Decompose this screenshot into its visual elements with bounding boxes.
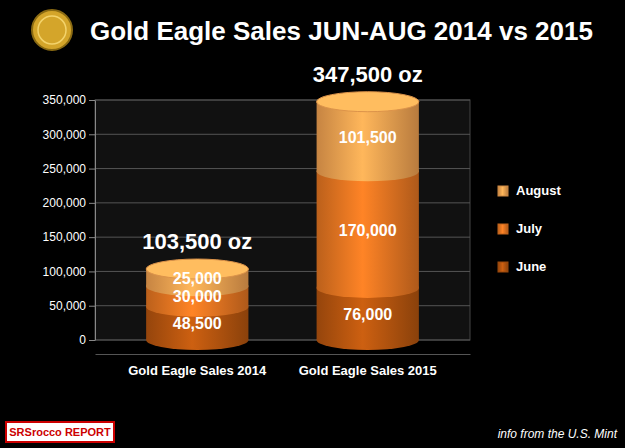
y-axis: 0 50,000 100,000 150,000 200,000 250,000 300,0… <box>43 93 96 347</box>
y-tick: 250,000 <box>43 162 95 176</box>
y-tick-mark <box>89 271 95 272</box>
data-label: 48,500 <box>173 315 222 332</box>
x-axis-line <box>96 354 471 355</box>
annotation: 103,500 oz <box>142 229 252 254</box>
y-tick-mark <box>89 100 95 101</box>
x-tick: Gold Eagle Sales 2014 <box>128 354 267 378</box>
y-tick-mark <box>89 306 95 307</box>
data-label: 76,000 <box>343 306 392 323</box>
y-tick-mark <box>89 340 95 341</box>
y-tick-mark <box>89 237 95 238</box>
y-tick-mark <box>89 134 95 135</box>
bar-segment <box>317 171 419 288</box>
annotation: 347,500 oz <box>313 62 423 87</box>
grid <box>95 100 470 340</box>
y-tick-label: 350,000 <box>43 93 87 107</box>
cylinder-top <box>317 92 419 112</box>
data-label: 101,500 <box>339 129 397 146</box>
y-tick-label: 250,000 <box>43 162 87 176</box>
coin-icon <box>32 10 72 50</box>
y-tick: 200,000 <box>43 196 95 210</box>
y-axis-line <box>95 101 96 341</box>
y-tick-label: 100,000 <box>43 265 87 279</box>
data-label: 25,000 <box>173 270 222 287</box>
logo-box <box>6 422 114 442</box>
y-tick-label: 200,000 <box>43 196 87 210</box>
x-tick-label: Gold Eagle Sales 2014 <box>128 363 267 378</box>
legend-swatch <box>498 262 508 272</box>
coin-ring <box>38 16 66 44</box>
y-tick: 300,000 <box>43 128 95 142</box>
background <box>0 0 625 448</box>
y-tick: 100,000 <box>43 265 95 279</box>
legend-label: August <box>516 183 561 198</box>
x-tick-label: Gold Eagle Sales 2015 <box>299 363 437 378</box>
y-tick: 0 <box>79 333 95 347</box>
data-label: 30,000 <box>173 288 222 305</box>
y-tick-label: 50,000 <box>49 299 86 313</box>
x-axis: Gold Eagle Sales 2014 Gold Eagle Sales 20… <box>96 354 471 378</box>
y-tick-mark <box>89 203 95 204</box>
legend-swatch <box>498 186 508 196</box>
coin <box>32 10 72 50</box>
logo: SRSrocco REPORT <box>6 422 114 442</box>
y-tick: 150,000 <box>43 230 95 244</box>
x-tick: Gold Eagle Sales 2015 <box>299 354 437 378</box>
y-tick-label: 0 <box>79 333 86 347</box>
legend-label: June <box>516 259 546 274</box>
legend: August July June <box>498 183 561 274</box>
y-tick: 350,000 <box>43 93 95 107</box>
y-tick-label: 300,000 <box>43 128 87 142</box>
legend-swatch <box>498 224 508 234</box>
chart: 0 50,000 100,000 150,000 200,000 250,000 300,0… <box>0 0 625 448</box>
plot-wall <box>95 100 470 340</box>
legend-label: July <box>516 221 543 236</box>
bars <box>146 92 419 350</box>
source: info from the U.S. Mint <box>498 427 618 441</box>
logo-text: SRSrocco REPORT <box>9 426 111 438</box>
y-tick: 50,000 <box>49 299 95 313</box>
y-tick-mark <box>89 169 95 170</box>
title: Gold Eagle Sales JUN-AUG 2014 vs 2015 <box>90 16 593 46</box>
y-tick-label: 150,000 <box>43 230 87 244</box>
data-label: 170,000 <box>339 222 397 239</box>
